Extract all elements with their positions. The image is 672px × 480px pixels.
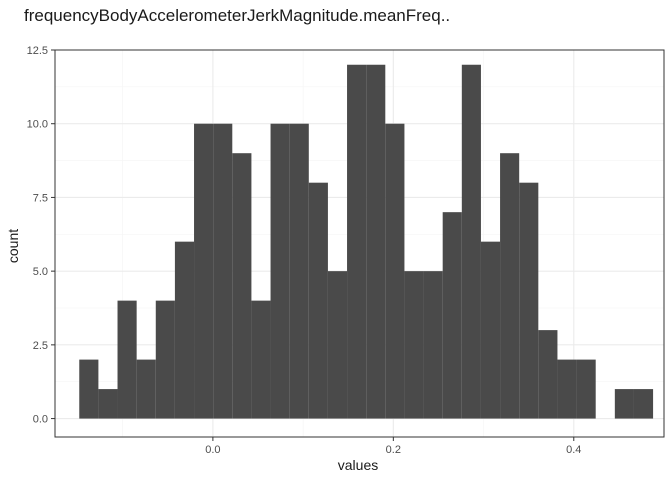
histogram-bar: [232, 153, 252, 419]
histogram-bar: [136, 359, 156, 419]
histogram-bar: [174, 241, 195, 419]
histogram-bar: [327, 271, 348, 419]
histogram-bar: [557, 359, 577, 419]
x-tick-label: 0.2: [386, 444, 401, 456]
histogram-bar: [347, 64, 367, 419]
histogram-bar: [538, 330, 558, 419]
y-tick-label: 7.5: [33, 192, 48, 204]
y-axis-ticks: 0.0 2.5 5.0 7.5 10.0 12.5: [27, 45, 55, 426]
histogram-bar: [385, 123, 405, 419]
histogram-bar: [251, 300, 271, 419]
y-axis-title: count: [5, 229, 21, 263]
histogram-bars: [79, 64, 654, 419]
chart-title: frequencyBodyAccelerometerJerkMagnitude.…: [24, 6, 451, 25]
histogram-bar: [500, 153, 520, 419]
histogram-bar: [461, 64, 481, 419]
histogram-bar: [79, 359, 99, 419]
histogram-bar: [98, 389, 118, 419]
y-tick-label: 12.5: [27, 45, 48, 57]
panel-border: [54, 49, 665, 438]
histogram-bar: [519, 182, 539, 419]
histogram-bar: [270, 123, 290, 419]
x-tick-label: 0.0: [205, 444, 220, 456]
y-tick-label: 0.0: [33, 414, 48, 426]
x-axis-ticks: 0.0 0.2 0.4: [205, 437, 581, 456]
histogram-bar: [442, 212, 462, 419]
histogram-bar: [614, 389, 634, 419]
y-tick-label: 10.0: [27, 119, 48, 131]
histogram-bar: [633, 389, 654, 419]
histogram-bar: [423, 271, 443, 419]
x-axis-title: values: [338, 457, 378, 473]
histogram-bar: [308, 182, 328, 419]
histogram-bar: [289, 123, 309, 419]
histogram-bar: [576, 359, 596, 419]
histogram-bar: [213, 123, 233, 419]
histogram-bar: [117, 300, 137, 419]
y-tick-label: 2.5: [33, 340, 48, 352]
histogram-bar: [366, 64, 386, 419]
histogram-bar: [404, 271, 424, 419]
histogram-bar: [194, 123, 214, 419]
histogram-bar: [155, 300, 175, 419]
histogram-bar: [480, 241, 501, 419]
x-tick-label: 0.4: [566, 444, 581, 456]
y-tick-label: 5.0: [33, 266, 48, 278]
